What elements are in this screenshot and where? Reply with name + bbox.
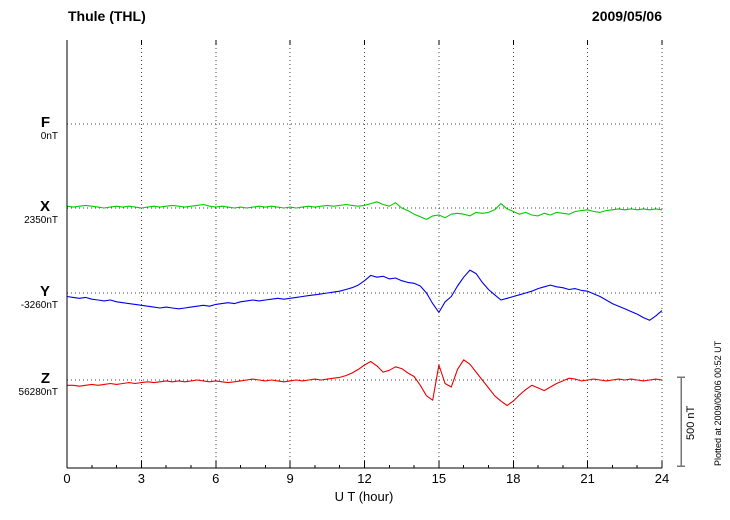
- trace-lines: [66, 201, 663, 407]
- x-tick-label: 9: [287, 471, 294, 486]
- plot-footnote: Plotted at 2009/06/06 00:52 UT: [713, 340, 723, 466]
- x-tick-label: 18: [506, 471, 520, 486]
- x-tick-label: 6: [212, 471, 219, 486]
- series-label-F: F: [41, 114, 50, 131]
- series-label-Z: Z: [41, 370, 50, 387]
- x-tick-label: 24: [655, 471, 669, 486]
- x-tick-label: 3: [138, 471, 145, 486]
- scale-bar-label: 500 nT: [685, 405, 697, 440]
- trace-Y: [66, 269, 663, 321]
- series-label-Y: Y: [40, 283, 50, 300]
- axis-ticks: [66, 40, 663, 468]
- trace-X: [66, 201, 663, 220]
- series-baseline-value-X: 2350nT: [24, 215, 58, 226]
- x-axis-title: U T (hour): [335, 489, 394, 504]
- series-baseline-value-Y: -3260nT: [21, 300, 58, 311]
- titles: Thule (THL) 2009/05/06 U T (hour): [68, 8, 662, 504]
- x-tick-label: 12: [357, 471, 371, 486]
- gridlines: [66, 40, 663, 468]
- series-label-X: X: [40, 198, 50, 215]
- series-baseline-value-F: 0nT: [41, 131, 58, 142]
- series-baseline-value-Z: 56280nT: [19, 387, 58, 398]
- plot-title: Thule (THL): [68, 8, 146, 24]
- x-tick-label: 0: [63, 471, 70, 486]
- x-tick-labels: 0 3 6 9 12 15 18 21 24: [63, 471, 669, 486]
- x-tick-label: 21: [580, 471, 594, 486]
- plot-date: 2009/05/06: [592, 8, 662, 24]
- x-tick-label: 15: [432, 471, 446, 486]
- scale-bar: 500 nT: [677, 376, 697, 467]
- trace-Z: [67, 359, 663, 407]
